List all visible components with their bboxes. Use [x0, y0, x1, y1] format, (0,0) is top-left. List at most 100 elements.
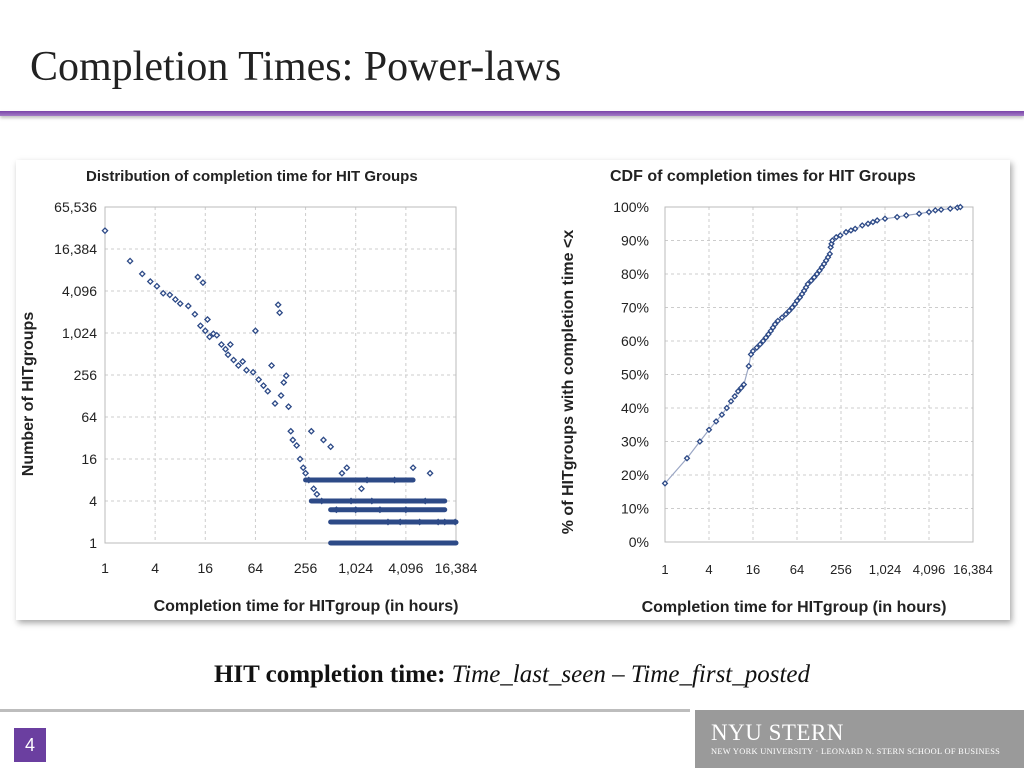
- data-point: [932, 207, 939, 214]
- data-point: [310, 485, 318, 493]
- data-point: [285, 403, 293, 411]
- data-point: [740, 381, 748, 388]
- data-point: [734, 387, 742, 395]
- y-tick-label: 70%: [621, 300, 649, 316]
- y-tick-label: 60%: [621, 333, 649, 349]
- data-point: [873, 217, 881, 224]
- data-point: [222, 345, 230, 353]
- data-point: [201, 327, 209, 335]
- plot-frame: [104, 206, 457, 544]
- y-tick-label: 16: [81, 451, 97, 467]
- data-point: [126, 257, 134, 265]
- plot-frame: [664, 206, 974, 543]
- y-axis-label: Number of HITgroups: [20, 312, 37, 477]
- x-tick-label: 1,024: [869, 562, 902, 577]
- data-point: [199, 279, 207, 287]
- data-point: [759, 337, 767, 345]
- data-point: [774, 317, 782, 325]
- data-point: [277, 392, 285, 400]
- chart-title: CDF of completion times for HIT Groups: [610, 168, 916, 185]
- data-point: [274, 301, 282, 309]
- data-point: [255, 376, 263, 384]
- y-tick-label: 1,024: [62, 325, 97, 341]
- data-point: [409, 464, 417, 472]
- chart-panel: Distribution of completion time for HIT …: [16, 160, 1010, 620]
- x-tick-label: 64: [790, 562, 804, 577]
- gridlines: [104, 206, 457, 544]
- data-point: [213, 331, 221, 339]
- data-point: [196, 322, 204, 330]
- data-point: [828, 240, 835, 248]
- data-point: [723, 404, 731, 412]
- y-tick-label: 4,096: [62, 283, 97, 299]
- data-point: [217, 341, 225, 349]
- data-point: [957, 203, 964, 211]
- data-point: [683, 454, 691, 462]
- x-tick-label: 1: [101, 560, 109, 576]
- data-point: [239, 357, 247, 365]
- y-tick-label: 50%: [621, 367, 649, 383]
- y-tick-label: 90%: [621, 233, 649, 249]
- data-point: [138, 270, 146, 278]
- logo-wordmark: NYU STERN: [711, 720, 844, 745]
- x-axis-label: Completion time for HITgroup (in hours): [642, 599, 947, 616]
- data-point: [146, 278, 154, 286]
- university-logo: NYU STERN NEW YORK UNIVERSITY · LEONARD …: [695, 710, 1024, 768]
- x-tick-label: 4: [151, 560, 159, 576]
- data-point: [915, 210, 923, 218]
- caption-formula: Time_last_seen – Time_first_posted: [451, 661, 811, 688]
- data-point: [299, 464, 307, 472]
- data-point: [727, 397, 735, 405]
- data-point: [869, 218, 877, 226]
- data-point: [793, 297, 801, 305]
- data-point: [858, 222, 866, 229]
- data-point: [338, 469, 346, 477]
- data-point: [745, 362, 753, 370]
- data-point: [176, 300, 184, 308]
- data-point: [762, 334, 770, 341]
- data-point: [319, 436, 327, 444]
- data-points: [661, 203, 964, 487]
- y-tick-label: 100%: [613, 199, 649, 215]
- x-tick-label: 16: [197, 560, 213, 576]
- data-point: [313, 490, 321, 498]
- data-point: [343, 464, 351, 472]
- chart-title: Distribution of completion time for HIT …: [86, 168, 418, 185]
- data-point: [705, 426, 713, 434]
- data-point: [864, 220, 872, 228]
- charts-svg: Distribution of completion time for HIT …: [20, 168, 993, 616]
- data-point: [810, 274, 818, 281]
- y-tick-label: 10%: [621, 501, 649, 517]
- data-point: [280, 378, 288, 386]
- data-point: [264, 387, 272, 395]
- data-point: [836, 232, 844, 239]
- y-tick-label: 1: [89, 535, 97, 551]
- data-point: [851, 225, 859, 233]
- data-point: [307, 427, 315, 435]
- caption-label: HIT completion time:: [213, 661, 446, 688]
- y-tick-label: 40%: [621, 400, 649, 416]
- data-point: [191, 310, 199, 318]
- data-point: [259, 382, 268, 390]
- data-point: [925, 208, 933, 216]
- x-tick-label: 256: [294, 560, 318, 576]
- data-point: [778, 314, 786, 321]
- data-point: [893, 213, 901, 221]
- data-point: [327, 443, 335, 451]
- data-point: [712, 418, 720, 425]
- slide-title: Completion Times: Power-laws: [30, 44, 562, 90]
- data-point: [731, 392, 739, 400]
- gridlines: [664, 206, 974, 543]
- data-point: [282, 372, 290, 380]
- data-point: [804, 280, 812, 288]
- data-point: [807, 277, 815, 285]
- data-point: [230, 356, 238, 364]
- data-point: [357, 485, 365, 493]
- footer-divider: [0, 709, 690, 712]
- scatter-chart-completion-time: Distribution of completion time for HIT …: [20, 168, 478, 615]
- x-tick-label: 256: [830, 562, 852, 577]
- data-point: [287, 427, 295, 435]
- title-divider: [0, 111, 1024, 116]
- data-point: [661, 480, 669, 487]
- x-axis-label: Completion time for HITgroup (in hours): [154, 598, 459, 615]
